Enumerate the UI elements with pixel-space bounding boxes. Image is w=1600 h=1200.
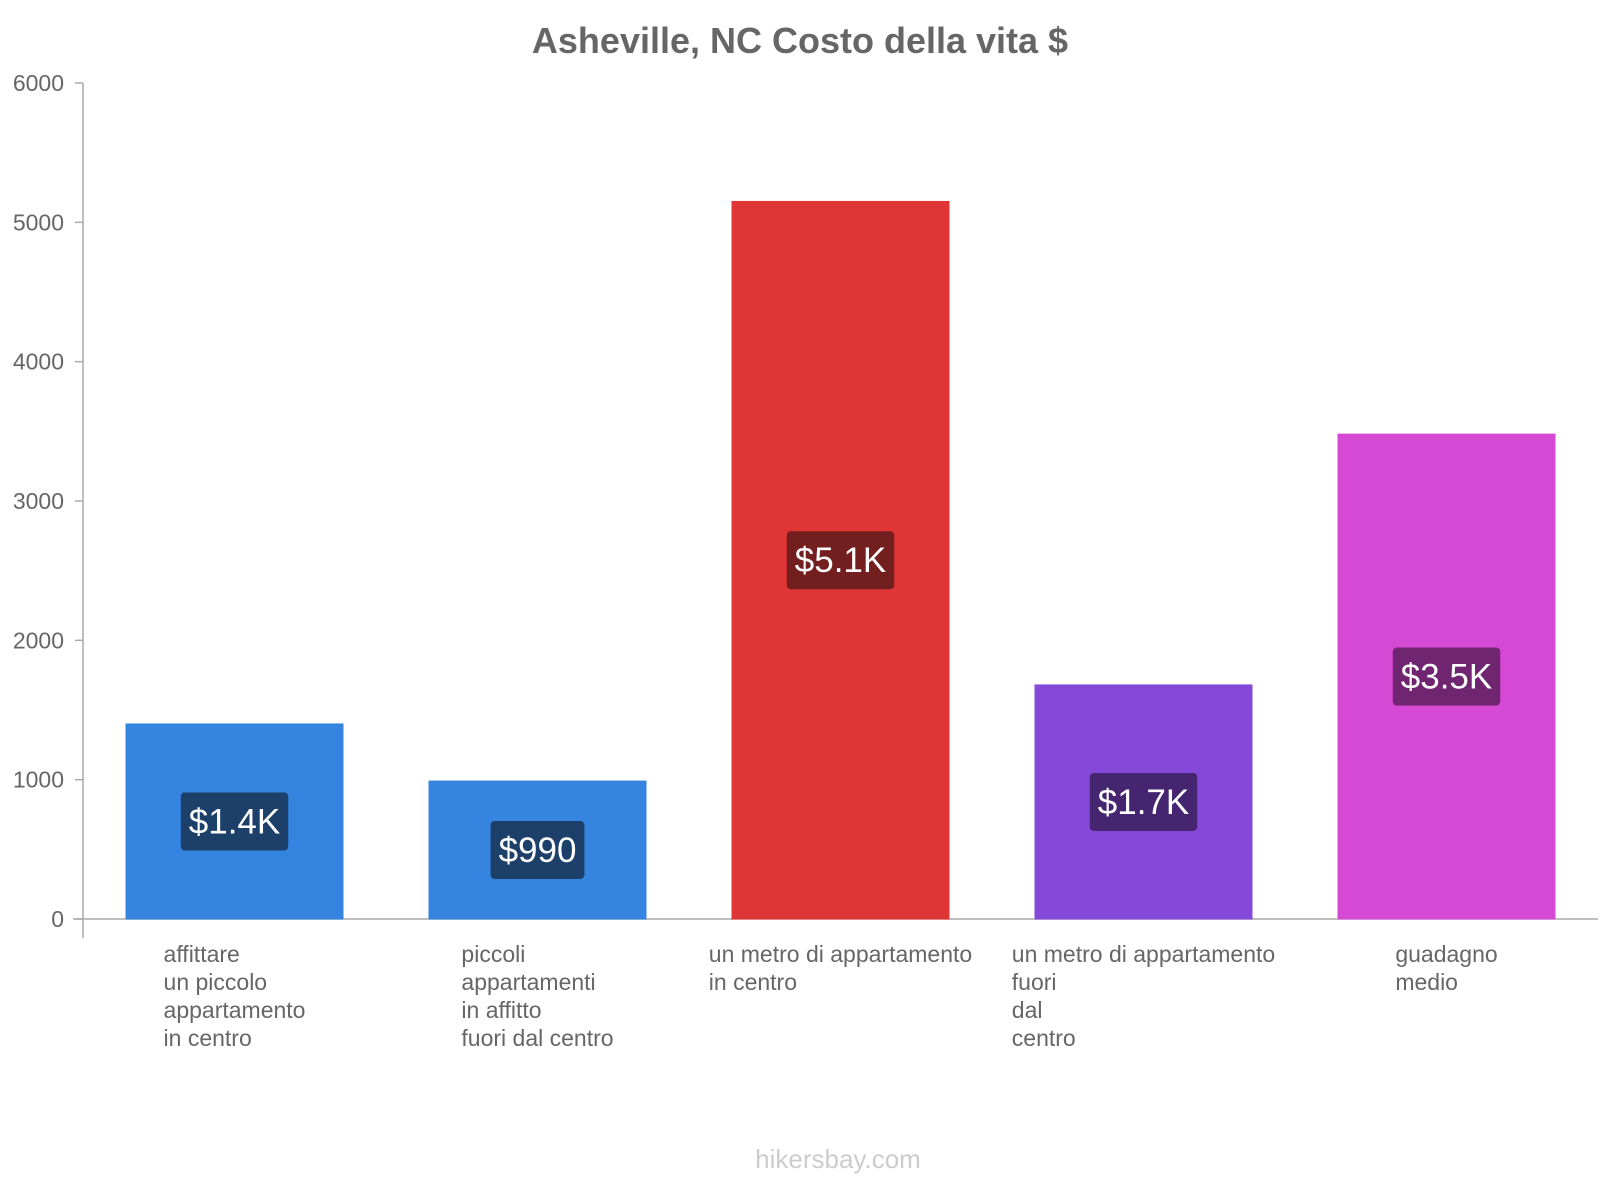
value-label-text: $1.4K [189,802,280,841]
value-label-bg [786,531,895,590]
value-label: $990 [490,821,585,880]
y-tick-label: 5000 [13,209,64,235]
y-tick-label: 6000 [13,70,64,96]
y-tick-label: 0 [51,906,64,932]
value-label-bg [490,821,585,880]
chart-title: Asheville, NC Costo della vita $ [532,20,1068,61]
x-tick-label: un metro di appartamento in centro [709,941,972,995]
y-tick-label: 1000 [13,767,64,793]
value-label: $1.7K [1089,772,1198,831]
value-label-bg [1392,647,1501,706]
y-tick-label: 2000 [13,627,64,653]
y-tick-label: 3000 [13,488,64,514]
x-tick-label: affittare un piccolo appartamento in centro [164,941,306,1051]
x-tick-label: piccoli appartamenti in affitto fuori dal c… [461,941,613,1051]
value-label-bg [180,792,289,851]
value-label-text: $3.5K [1401,658,1492,697]
value-label: $5.1K [786,531,895,590]
x-tick-label: un metro di appartamento fuori dal centro [1012,941,1275,1051]
value-label-bg [1089,772,1198,831]
value-label-text: $1.7K [1098,783,1189,822]
category-labels: affittare un piccolo appartamento in centro… [164,941,1498,1051]
value-label: $3.5K [1392,647,1501,706]
value-labels: $1.4K $990 $5.1K $1.7K $3.5K [180,531,1501,880]
value-label: $1.4K [180,792,289,851]
y-tick-label: 4000 [13,349,64,375]
watermark: hikersbay.com [755,1144,921,1174]
value-label-text: $5.1K [795,541,886,580]
value-label-text: $990 [499,831,577,870]
x-tick-label: guadagno medio [1395,941,1497,995]
